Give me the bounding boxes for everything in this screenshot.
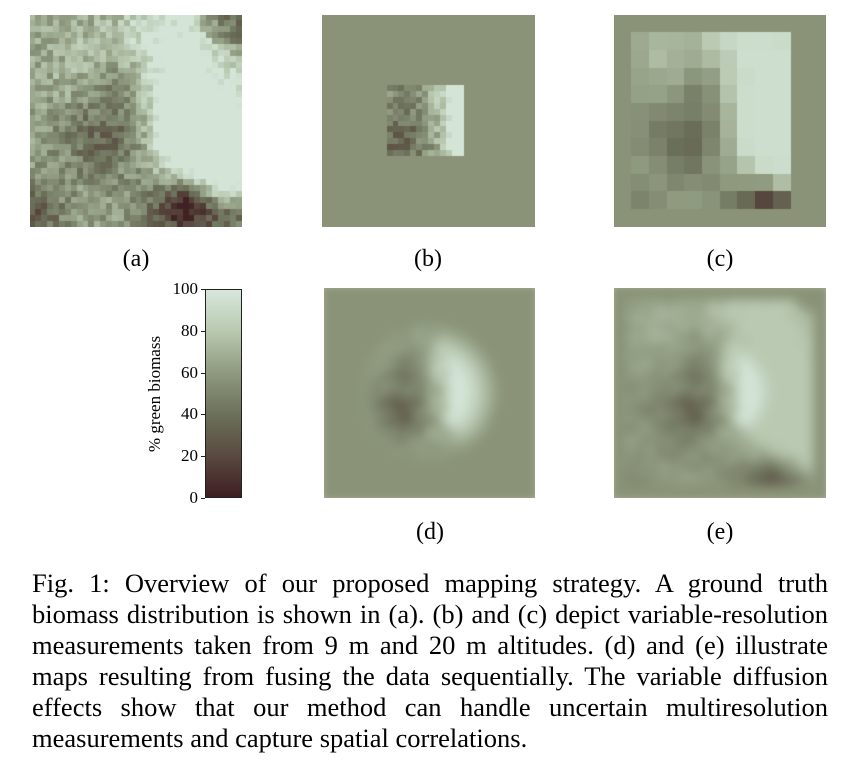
panel-d-fused-map (324, 288, 535, 498)
colorbar-tick-label: 60 (181, 362, 198, 382)
colorbar-tick-mark (201, 414, 205, 416)
colorbar-gradient (205, 289, 242, 498)
panel-c-label: (c) (706, 246, 734, 272)
colorbar-tick-mark (201, 330, 205, 332)
colorbar-axis-label: % green biomass (145, 335, 164, 453)
colorbar-tick-mark (201, 289, 205, 290)
panel-a-label: (a) (122, 246, 150, 272)
colorbar-tick-mark (201, 372, 205, 374)
panel-e-label: (e) (706, 519, 734, 545)
colorbar-tick-label: 40 (181, 404, 198, 424)
colorbar-tick-label: 80 (181, 320, 198, 340)
panel-b-label: (b) (414, 246, 442, 272)
colorbar-tick-mark (201, 498, 205, 499)
panel-e-fused-map (614, 288, 826, 498)
figure-caption: Fig. 1: Overview of our proposed mapping… (32, 568, 828, 753)
panel-d-label: (d) (416, 519, 444, 545)
colorbar-tick-mark (201, 456, 205, 458)
colorbar-tick-label: 20 (181, 446, 198, 466)
panel-a-ground-truth-map (30, 15, 242, 227)
colorbar-tick-label: 100 (172, 279, 199, 298)
panel-b-9m-measurement-map (322, 15, 535, 227)
panel-c-20m-measurement-map (614, 15, 826, 227)
colorbar-tick-label: 0 (189, 488, 199, 507)
